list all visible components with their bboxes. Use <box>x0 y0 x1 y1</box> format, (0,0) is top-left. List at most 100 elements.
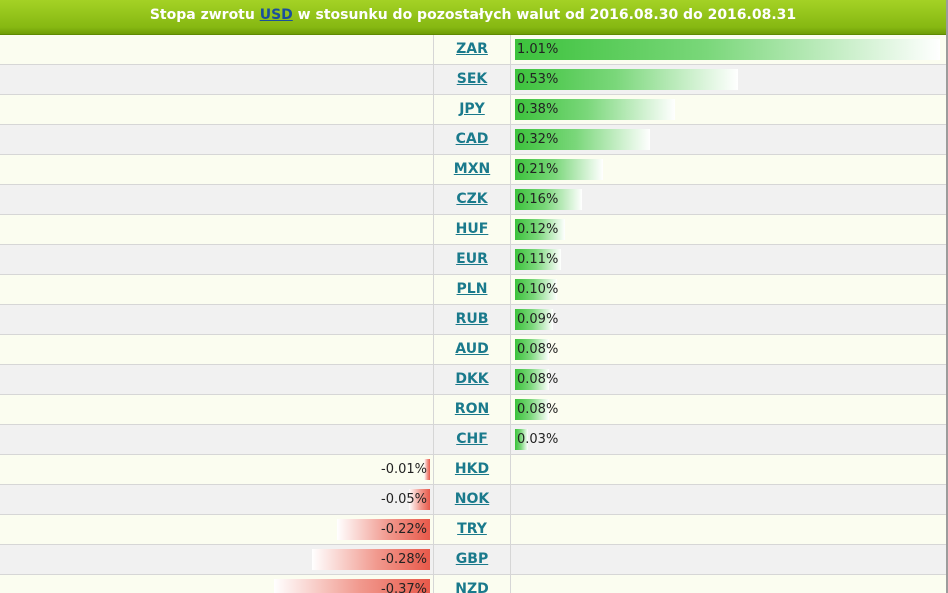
positive-bar-chf <box>515 429 528 450</box>
positive-bar-aud <box>515 339 549 360</box>
currency-link-ron[interactable]: RON <box>454 401 490 417</box>
table-row: HKD -0.01% <box>0 455 946 485</box>
value-label-aud: 0.08% <box>517 342 559 357</box>
table-row: AUD 0.08% <box>0 335 946 365</box>
table-row: PLN 0.10% <box>0 275 946 305</box>
base-currency-link[interactable]: USD <box>259 7 293 23</box>
value-label-mxn: 0.21% <box>517 162 559 177</box>
value-label-nzd: -0.37% <box>381 582 427 593</box>
column-divider <box>433 125 434 154</box>
column-divider <box>510 35 511 64</box>
column-divider <box>433 305 434 334</box>
value-label-dkk: 0.08% <box>517 372 559 387</box>
value-label-eur: 0.11% <box>517 252 559 267</box>
currency-link-huf[interactable]: HUF <box>455 221 489 237</box>
value-label-zar: 1.01% <box>517 42 559 57</box>
column-divider <box>433 35 434 64</box>
value-label-czk: 0.16% <box>517 192 559 207</box>
column-divider <box>433 185 434 214</box>
currency-link-rub[interactable]: RUB <box>455 311 489 327</box>
positive-bar-ron <box>515 399 549 420</box>
column-divider <box>433 425 434 454</box>
table-row: CZK 0.16% <box>0 185 946 215</box>
positive-bar-huf <box>515 219 565 240</box>
column-divider <box>433 575 434 593</box>
column-divider <box>433 545 434 574</box>
positive-bar-sek <box>515 69 738 90</box>
value-label-huf: 0.12% <box>517 222 559 237</box>
currency-link-sek[interactable]: SEK <box>456 71 488 87</box>
column-divider <box>510 335 511 364</box>
currency-link-mxn[interactable]: MXN <box>453 161 491 177</box>
value-label-cad: 0.32% <box>517 132 559 147</box>
table-row: SEK 0.53% <box>0 65 946 95</box>
column-divider <box>433 335 434 364</box>
column-divider <box>433 95 434 124</box>
positive-bar-cad <box>515 129 650 150</box>
column-divider <box>433 365 434 394</box>
table-row: TRY -0.22% <box>0 515 946 545</box>
currency-link-cad[interactable]: CAD <box>455 131 489 147</box>
value-label-pln: 0.10% <box>517 282 559 297</box>
column-divider <box>510 125 511 154</box>
column-divider <box>510 65 511 94</box>
column-divider <box>510 185 511 214</box>
header-suffix: w stosunku do pozostałych walut od 2016.… <box>297 7 797 23</box>
negative-bar-hkd <box>424 459 430 480</box>
currency-link-czk[interactable]: CZK <box>456 191 488 207</box>
currency-link-eur[interactable]: EUR <box>456 251 488 267</box>
table-header: Stopa zwrotu USD w stosunku do pozostały… <box>0 0 946 35</box>
currency-link-hkd[interactable]: HKD <box>454 461 490 477</box>
header-prefix: Stopa zwrotu <box>149 7 255 23</box>
table-row: RUB 0.09% <box>0 305 946 335</box>
column-divider <box>510 545 511 574</box>
value-label-nok: -0.05% <box>381 492 427 507</box>
column-divider <box>510 485 511 514</box>
currency-link-zar[interactable]: ZAR <box>456 41 488 57</box>
table-row: ZAR 1.01% <box>0 35 946 65</box>
column-divider <box>510 575 511 593</box>
value-label-chf: 0.03% <box>517 432 559 447</box>
negative-bar-try <box>337 519 430 540</box>
column-divider <box>510 95 511 124</box>
column-divider <box>433 455 434 484</box>
column-divider <box>510 395 511 424</box>
column-divider <box>433 245 434 274</box>
value-label-sek: 0.53% <box>517 72 559 87</box>
column-divider <box>510 245 511 274</box>
positive-bar-pln <box>515 279 557 300</box>
column-divider <box>510 155 511 184</box>
rows-container: ZAR 1.01% SEK 0.53% JPY 0.38% CAD 0.32% MXN 0.21%… <box>0 35 946 593</box>
column-divider <box>510 425 511 454</box>
column-divider <box>510 275 511 304</box>
column-divider <box>433 215 434 244</box>
currency-link-chf[interactable]: CHF <box>456 431 488 447</box>
negative-bar-gbp <box>312 549 430 570</box>
currency-link-jpy[interactable]: JPY <box>459 101 485 117</box>
currency-link-pln[interactable]: PLN <box>456 281 488 297</box>
column-divider <box>510 515 511 544</box>
value-label-rub: 0.09% <box>517 312 559 327</box>
column-divider <box>433 515 434 544</box>
currency-link-nzd[interactable]: NZD <box>455 581 489 593</box>
positive-bar-eur <box>515 249 561 270</box>
table-row: RON 0.08% <box>0 395 946 425</box>
column-divider <box>510 305 511 334</box>
currency-link-dkk[interactable]: DKK <box>455 371 489 387</box>
currency-link-try[interactable]: TRY <box>457 521 487 537</box>
value-label-hkd: -0.01% <box>381 462 427 477</box>
currency-link-aud[interactable]: AUD <box>455 341 489 357</box>
table-row: NZD -0.37% <box>0 575 946 593</box>
table-row: JPY 0.38% <box>0 95 946 125</box>
value-label-try: -0.22% <box>381 522 427 537</box>
column-divider <box>510 215 511 244</box>
positive-bar-czk <box>515 189 582 210</box>
negative-bar-nok <box>409 489 430 510</box>
currency-link-nok[interactable]: NOK <box>454 491 490 507</box>
value-label-gbp: -0.28% <box>381 552 427 567</box>
table-row: CAD 0.32% <box>0 125 946 155</box>
table-row: HUF 0.12% <box>0 215 946 245</box>
currency-link-gbp[interactable]: GBP <box>455 551 489 567</box>
column-divider <box>510 365 511 394</box>
positive-bar-dkk <box>515 369 549 390</box>
